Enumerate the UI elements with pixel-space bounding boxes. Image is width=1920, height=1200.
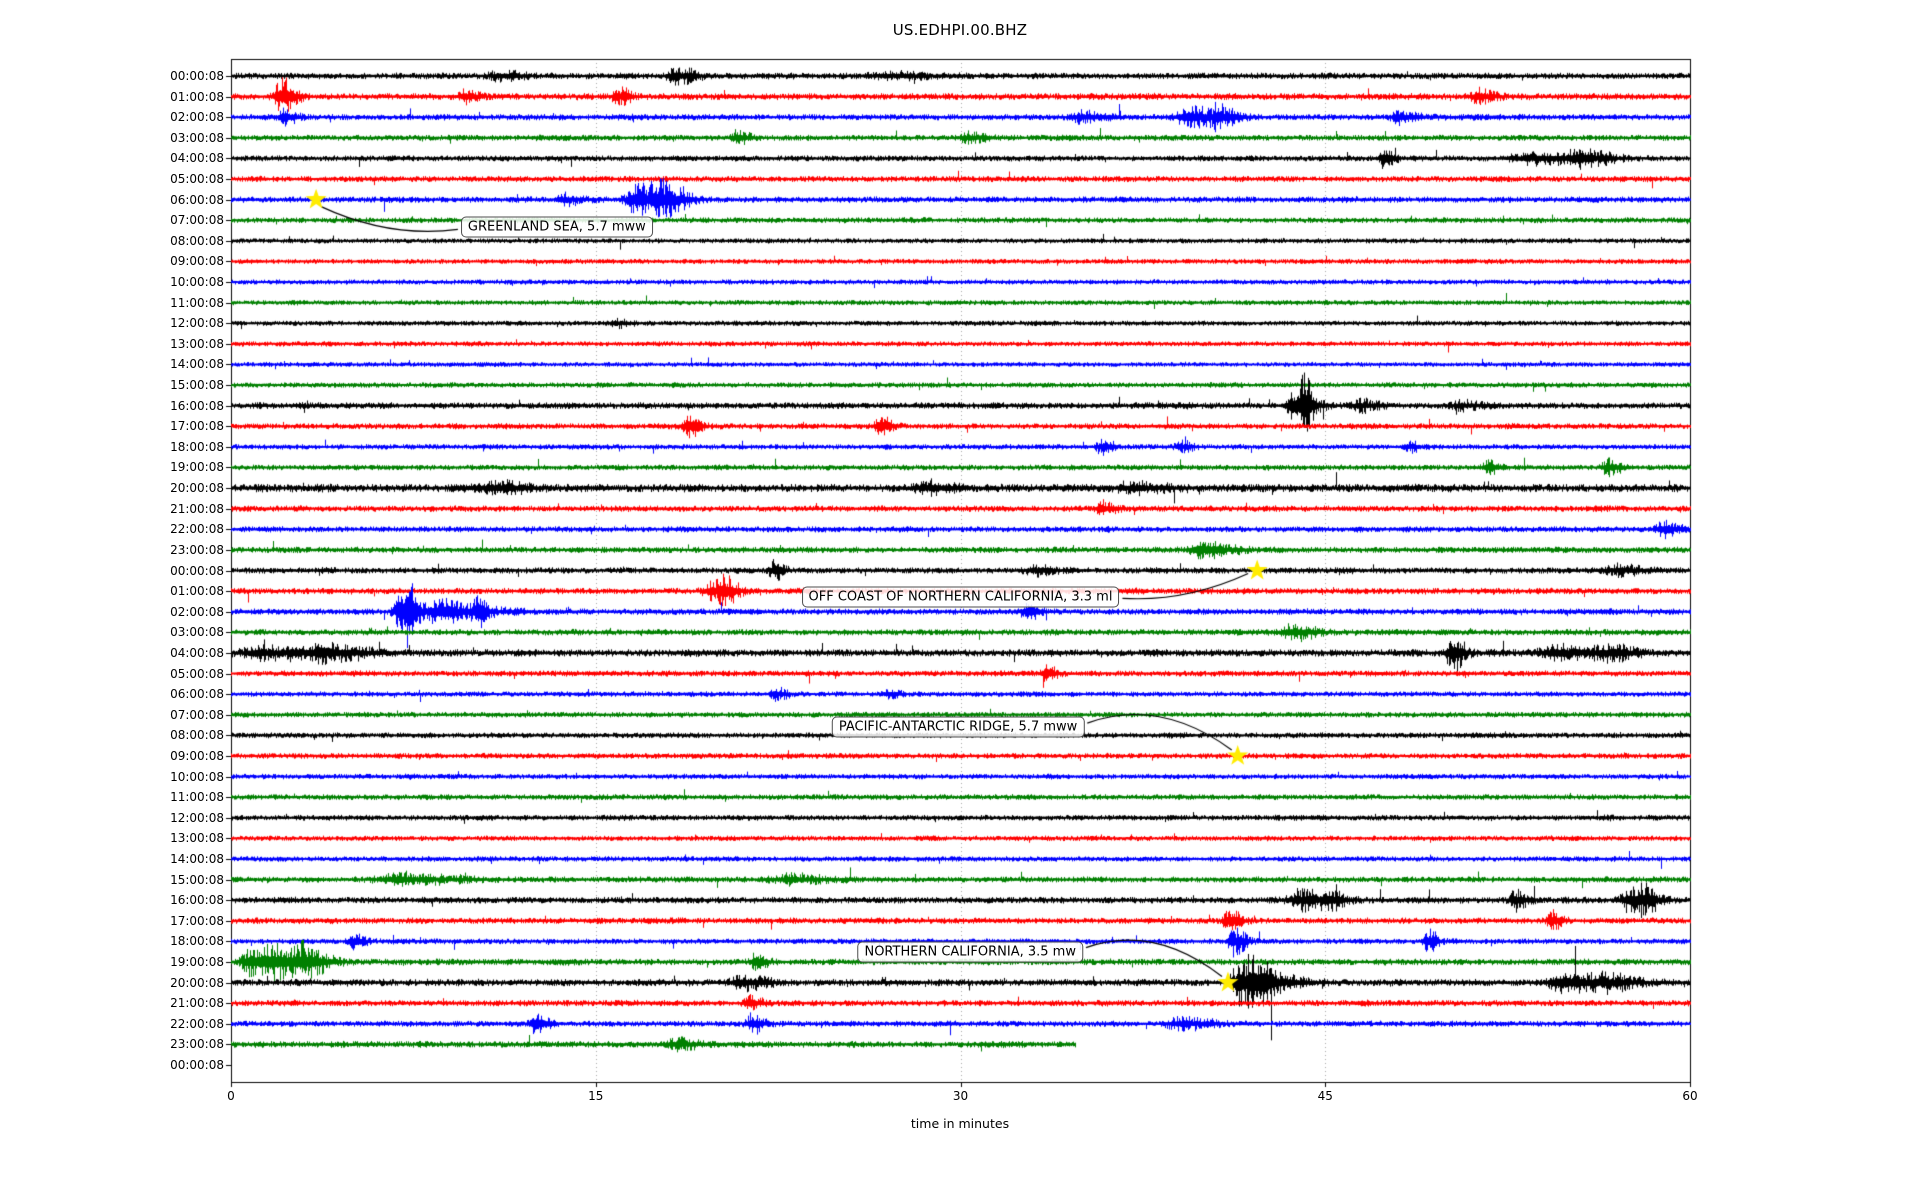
plot-title: US.EDHPI.00.BHZ: [892, 21, 1028, 39]
y-tick-label: 22:00:08: [170, 522, 224, 537]
y-tick-label: 18:00:08: [170, 934, 224, 949]
y-tick-label: 01:00:08: [170, 584, 224, 599]
y-tick-label: 00:00:08: [170, 563, 224, 578]
y-tick-label: 06:00:08: [170, 192, 224, 207]
y-tick-label: 13:00:08: [170, 831, 224, 846]
y-tick-label: 23:00:08: [170, 1037, 224, 1052]
y-tick-label: 07:00:08: [170, 213, 224, 228]
y-tick-label: 02:00:08: [170, 110, 224, 125]
y-tick-label: 14:00:08: [170, 851, 224, 866]
x-tick-label: 60: [1682, 1089, 1698, 1103]
annotation-box: OFF COAST OF NORTHERN CALIFORNIA, 3.3 ml: [801, 586, 1120, 608]
y-tick-label: 22:00:08: [170, 1016, 224, 1031]
y-tick-label: 11:00:08: [170, 295, 224, 310]
y-tick-label: 16:00:08: [170, 893, 224, 908]
y-tick-label: 08:00:08: [170, 233, 224, 248]
y-tick-label: 23:00:08: [170, 542, 224, 557]
y-tick-label: 15:00:08: [170, 872, 224, 887]
y-tick-label: 10:00:08: [170, 275, 224, 290]
annotation-box: GREENLAND SEA, 5.7 mww: [460, 216, 653, 238]
y-tick-label: 01:00:08: [170, 89, 224, 104]
y-tick-label: 20:00:08: [170, 481, 224, 496]
y-tick-label: 19:00:08: [170, 460, 224, 475]
y-tick-label: 03:00:08: [170, 625, 224, 640]
y-tick-label: 03:00:08: [170, 130, 224, 145]
x-tick-label: 15: [588, 1089, 604, 1103]
y-tick-label: 04:00:08: [170, 645, 224, 660]
y-tick-label: 21:00:08: [170, 501, 224, 516]
x-tick-label: 30: [952, 1089, 969, 1103]
y-tick-label: 05:00:08: [170, 172, 224, 187]
y-tick-label: 14:00:08: [170, 357, 224, 372]
y-tick-label: 19:00:08: [170, 954, 224, 969]
y-tick-label: 00:00:08: [170, 1058, 224, 1072]
x-tick-label: 0: [227, 1089, 235, 1103]
y-tick-label: 13:00:08: [170, 336, 224, 351]
y-tick-label: 17:00:08: [170, 419, 224, 434]
y-tick-label: 20:00:08: [170, 975, 224, 990]
y-tick-label: 15:00:08: [170, 378, 224, 393]
y-tick-label: 05:00:08: [170, 666, 224, 681]
y-tick-label: 08:00:08: [170, 728, 224, 743]
y-tick-label: 16:00:08: [170, 398, 224, 413]
y-tick-label: 09:00:08: [170, 254, 224, 269]
annotation-box: PACIFIC-ANTARCTIC RIDGE, 5.7 mww: [831, 716, 1085, 738]
y-tick-label: 17:00:08: [170, 913, 224, 928]
y-tick-label: 09:00:08: [170, 748, 224, 763]
y-tick-label: 11:00:08: [170, 790, 224, 805]
y-tick-label: 00:00:08: [170, 69, 224, 83]
y-tick-label: 06:00:08: [170, 687, 224, 702]
annotation-box: NORTHERN CALIFORNIA, 3.5 mw: [857, 941, 1083, 963]
y-tick-label: 12:00:08: [170, 810, 224, 825]
y-tick-label: 02:00:08: [170, 604, 224, 619]
y-tick-label: 18:00:08: [170, 439, 224, 454]
x-tick-label: 45: [1317, 1089, 1333, 1103]
x-axis-label: time in minutes: [910, 1116, 1010, 1131]
y-tick-label: 10:00:08: [170, 769, 224, 784]
y-tick-label: 07:00:08: [170, 707, 224, 722]
y-tick-label: 12:00:08: [170, 316, 224, 331]
y-tick-label: 04:00:08: [170, 151, 224, 166]
y-tick-label: 21:00:08: [170, 996, 224, 1011]
